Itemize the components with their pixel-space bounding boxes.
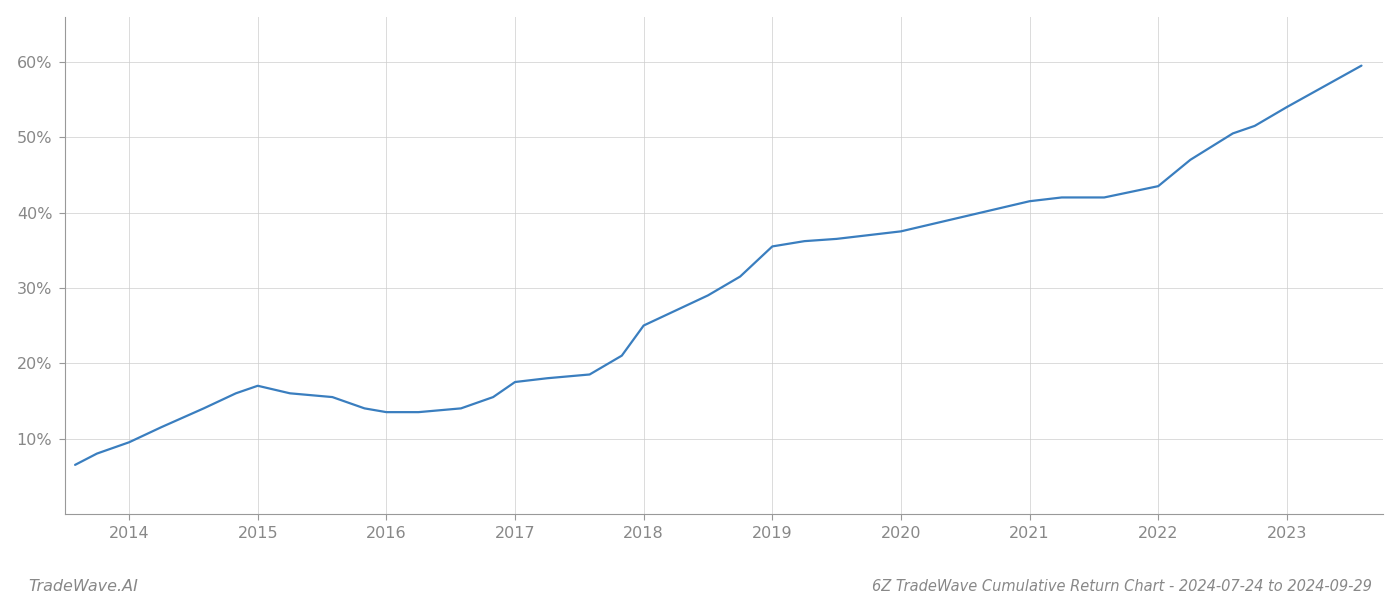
Text: 6Z TradeWave Cumulative Return Chart - 2024-07-24 to 2024-09-29: 6Z TradeWave Cumulative Return Chart - 2…	[872, 579, 1372, 594]
Text: TradeWave.AI: TradeWave.AI	[28, 579, 137, 594]
